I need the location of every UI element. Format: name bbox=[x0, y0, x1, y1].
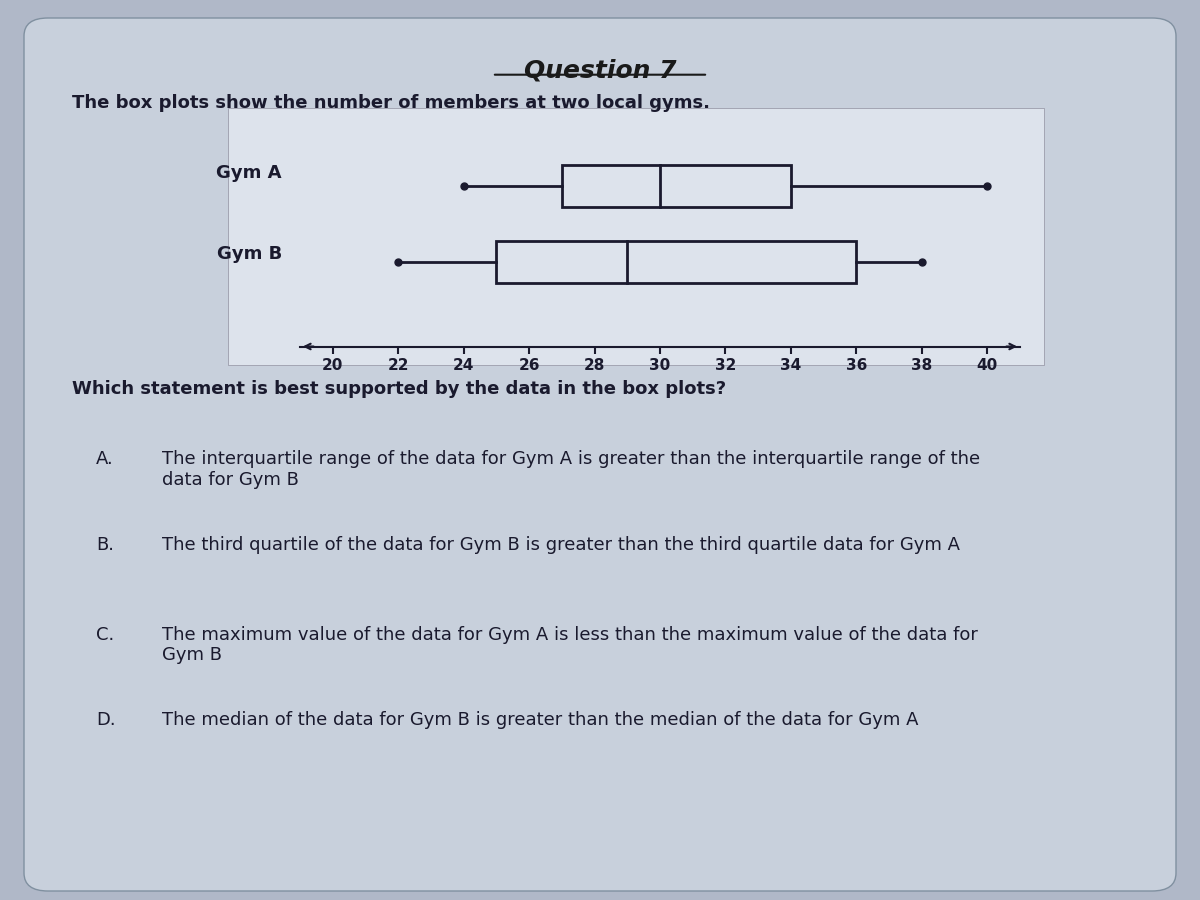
FancyBboxPatch shape bbox=[24, 18, 1176, 891]
Text: Which statement is best supported by the data in the box plots?: Which statement is best supported by the… bbox=[72, 380, 726, 398]
Text: C.: C. bbox=[96, 626, 114, 644]
Text: Question 7: Question 7 bbox=[523, 58, 677, 83]
Text: The median of the data for Gym B is greater than the median of the data for Gym : The median of the data for Gym B is grea… bbox=[162, 711, 918, 729]
Text: A.: A. bbox=[96, 450, 114, 468]
Text: D.: D. bbox=[96, 711, 115, 729]
Text: B.: B. bbox=[96, 536, 114, 554]
Bar bbox=[497, 241, 857, 284]
FancyBboxPatch shape bbox=[228, 108, 1044, 364]
Bar bbox=[562, 165, 791, 207]
Text: Gym B: Gym B bbox=[217, 245, 282, 263]
Text: The box plots show the number of members at two local gyms.: The box plots show the number of members… bbox=[72, 94, 710, 112]
Text: The maximum value of the data for Gym A is less than the maximum value of the da: The maximum value of the data for Gym A … bbox=[162, 626, 978, 664]
Text: Gym A: Gym A bbox=[216, 164, 282, 182]
Text: The interquartile range of the data for Gym A is greater than the interquartile : The interquartile range of the data for … bbox=[162, 450, 980, 489]
Text: The third quartile of the data for Gym B is greater than the third quartile data: The third quartile of the data for Gym B… bbox=[162, 536, 960, 554]
